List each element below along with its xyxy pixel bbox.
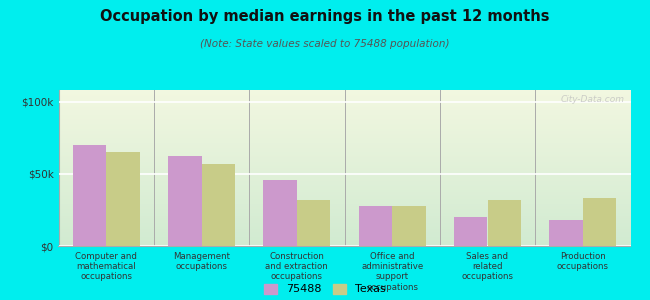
Bar <box>106 152 140 246</box>
Bar <box>454 217 488 246</box>
Legend: 75488, Texas: 75488, Texas <box>264 284 386 294</box>
Text: City-Data.com: City-Data.com <box>561 95 625 104</box>
Bar <box>202 164 235 246</box>
Text: Occupation by median earnings in the past 12 months: Occupation by median earnings in the pas… <box>100 9 550 24</box>
Bar <box>263 180 297 246</box>
Bar <box>549 220 583 246</box>
Bar <box>359 206 392 246</box>
Bar <box>297 200 330 246</box>
Bar <box>488 200 521 246</box>
Text: (Note: State values scaled to 75488 population): (Note: State values scaled to 75488 popu… <box>200 39 450 49</box>
Bar <box>168 156 202 246</box>
Bar <box>73 145 106 246</box>
Bar <box>583 198 616 246</box>
Bar <box>392 206 426 246</box>
